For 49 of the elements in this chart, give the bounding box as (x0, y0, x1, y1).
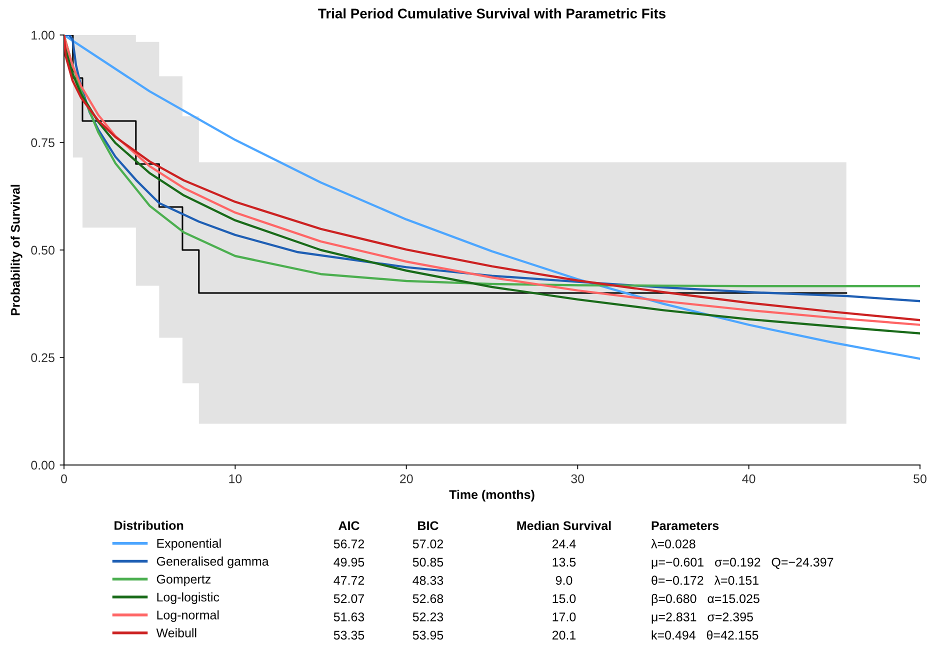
text: 13.5 (552, 558, 576, 567)
text: μ=2.831 σ=2.395 (652, 612, 753, 624)
text: 20.1 (552, 630, 576, 640)
text: 49.95 (334, 558, 364, 567)
text: 47.72 (334, 576, 364, 585)
chart-title: Trial Period Cumulative Survival with Parametric Fits (318, 8, 666, 18)
text: 56.72 (334, 540, 364, 548)
y-tick-label: 0.75 (31, 138, 54, 148)
text: 48.33 (412, 576, 444, 585)
text: θ=−0.172 λ=0.151 (652, 576, 758, 585)
legend-label: Weibull (156, 628, 196, 638)
text: λ=0.028 (651, 539, 696, 548)
text: Parameters (652, 521, 719, 530)
y-tick-label: 0.50 (31, 246, 54, 255)
x-tick-label: 30 (571, 474, 584, 484)
text: 53.95 (412, 630, 444, 640)
legend-label: Log-normal (157, 610, 219, 622)
legend-label: Generalised gamma (156, 556, 269, 568)
y-tick-label: 1.00 (32, 30, 54, 40)
text: 52.07 (334, 594, 364, 604)
x-tick-label: 50 (914, 474, 926, 484)
text: k=0.494 θ=42.155 (652, 630, 758, 640)
x-tick-label: 40 (742, 474, 756, 484)
x-tick-label: 10 (229, 474, 242, 484)
legend-title: Distribution (114, 520, 184, 530)
x-tick-label: 20 (400, 474, 413, 484)
text: 53.35 (334, 630, 364, 640)
text: Median Survival (517, 520, 611, 530)
y-axis-title: Probability of Survival (10, 184, 22, 316)
text: μ=−0.601 σ=0.192 Q=−24.397 (652, 558, 834, 569)
legend-label: Gompertz (156, 574, 211, 586)
x-axis-title: Time (months) (449, 490, 534, 502)
text: 17.0 (552, 612, 576, 622)
text: 9.0 (556, 576, 572, 585)
text: β=0.680 α=15.025 (652, 594, 760, 606)
text: BIC (418, 521, 438, 530)
text: 51.63 (334, 612, 364, 622)
text: 52.23 (412, 612, 444, 622)
text: 24.4 (552, 540, 576, 548)
text: 50.85 (412, 558, 444, 567)
y-tick-label: 0.25 (31, 353, 54, 362)
text: 57.02 (412, 540, 444, 548)
legend-label: Log-logistic (157, 592, 220, 604)
text: 15.0 (552, 594, 576, 604)
y-tick-label: 0.00 (31, 460, 54, 470)
x-tick-label: 0 (61, 474, 67, 484)
text: AIC (338, 521, 360, 530)
text: 52.68 (412, 594, 444, 604)
legend-label: Exponential (157, 538, 221, 550)
